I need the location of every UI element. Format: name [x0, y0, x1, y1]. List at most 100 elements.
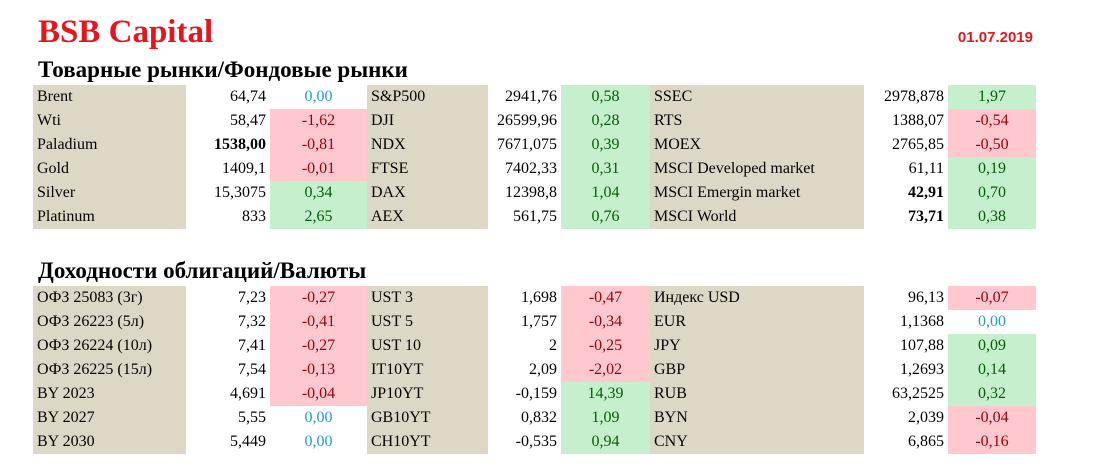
instrument-change: -0,34	[561, 310, 650, 334]
instrument-value: 1,698	[488, 286, 561, 310]
instrument-name: IT10YT	[367, 358, 488, 382]
instrument-name: JPY	[650, 334, 864, 358]
instrument-value: 1,757	[488, 310, 561, 334]
instrument-value: 1388,07	[864, 109, 948, 133]
instrument-name: Wti	[33, 109, 186, 133]
table-row: Wti 58,47 -1,62 DJI 26599,96 0,28 RTS 1388,07 -0…	[33, 109, 1036, 133]
instrument-name: Platinum	[33, 205, 186, 229]
instrument-value: 7671,075	[488, 133, 561, 157]
instrument-change: 0,19	[948, 157, 1036, 181]
instrument-name: ОФЗ 26223 (5л)	[33, 310, 186, 334]
instrument-change: 0,94	[561, 430, 650, 454]
instrument-change: 0,32	[948, 382, 1036, 406]
table-row: BY 2030 5,449 0,00 CH10YT -0,535 0,94 CNY 6,865…	[33, 430, 1036, 454]
instrument-value: 107,88	[864, 334, 948, 358]
instrument-change: 0,70	[948, 181, 1036, 205]
instrument-change: -2,02	[561, 358, 650, 382]
instrument-name: MOEX	[650, 133, 864, 157]
instrument-name: ОФЗ 26224 (10л)	[33, 334, 186, 358]
instrument-value: 7,23	[186, 286, 270, 310]
instrument-name: DAX	[367, 181, 488, 205]
instrument-change: 0,00	[270, 406, 367, 430]
instrument-name: CNY	[650, 430, 864, 454]
instrument-value: 2978,878	[864, 85, 948, 109]
instrument-name: SSEC	[650, 85, 864, 109]
instrument-value: 2765,85	[864, 133, 948, 157]
instrument-change: 2,65	[270, 205, 367, 229]
instrument-value: 1538,00	[186, 133, 270, 157]
instrument-change: 0,76	[561, 205, 650, 229]
instrument-change: 1,97	[948, 85, 1036, 109]
instrument-name: JP10YT	[367, 382, 488, 406]
instrument-value: 26599,96	[488, 109, 561, 133]
instrument-value: -0,159	[488, 382, 561, 406]
instrument-value: 1,1368	[864, 310, 948, 334]
instrument-value: 12398,8	[488, 181, 561, 205]
instrument-change: -0,50	[948, 133, 1036, 157]
instrument-name: GB10YT	[367, 406, 488, 430]
instrument-value: 5,55	[186, 406, 270, 430]
instrument-name: Silver	[33, 181, 186, 205]
instrument-value: 1,2693	[864, 358, 948, 382]
table-row: ОФЗ 25083 (3г) 7,23 -0,27 UST 3 1,698 -0,47 Ин…	[33, 286, 1036, 310]
table-row: BY 2023 4,691 -0,04 JP10YT -0,159 14,39 RUB 63,…	[33, 382, 1036, 406]
instrument-name: MSCI Emergin market	[650, 181, 864, 205]
instrument-value: 2,039	[864, 406, 948, 430]
instrument-name: BYN	[650, 406, 864, 430]
instrument-change: 0,14	[948, 358, 1036, 382]
instrument-value: 2941,76	[488, 85, 561, 109]
instrument-value: 73,71	[864, 205, 948, 229]
instrument-value: 4,691	[186, 382, 270, 406]
instrument-change: 0,34	[270, 181, 367, 205]
instrument-name: MSCI World	[650, 205, 864, 229]
instrument-change: -0,16	[948, 430, 1036, 454]
instrument-name: Paladium	[33, 133, 186, 157]
instrument-value: 6,865	[864, 430, 948, 454]
instrument-change: 1,09	[561, 406, 650, 430]
instrument-change: -1,62	[270, 109, 367, 133]
instrument-name: FTSE	[367, 157, 488, 181]
markets-table: Brent 64,74 0,00 S&P500 2941,76 0,58 SSEC 2978,…	[33, 85, 1036, 229]
instrument-change: 1,04	[561, 181, 650, 205]
instrument-value: 833	[186, 205, 270, 229]
instrument-change: -0,81	[270, 133, 367, 157]
instrument-change: -0,07	[948, 286, 1036, 310]
instrument-change: 0,31	[561, 157, 650, 181]
section-title-markets: Товарные рынки/Фондовые рынки	[38, 57, 408, 82]
instrument-name: UST 10	[367, 334, 488, 358]
table-row: Platinum 833 2,65 AEX 561,75 0,76 MSCI World 73…	[33, 205, 1036, 229]
instrument-value: 0,832	[488, 406, 561, 430]
instrument-name: EUR	[650, 310, 864, 334]
instrument-change: 0,58	[561, 85, 650, 109]
instrument-change: -0,41	[270, 310, 367, 334]
instrument-name: ОФЗ 26225 (15л)	[33, 358, 186, 382]
table-row: ОФЗ 26224 (10л) 7,41 -0,27 UST 10 2 -0,25 JPY 1…	[33, 334, 1036, 358]
instrument-change: -0,13	[270, 358, 367, 382]
instrument-value: 7,54	[186, 358, 270, 382]
table-row: ОФЗ 26223 (5л) 7,32 -0,41 UST 5 1,757 -0,34 EU…	[33, 310, 1036, 334]
instrument-value: -0,535	[488, 430, 561, 454]
instrument-change: -0,04	[270, 382, 367, 406]
instrument-change: 14,39	[561, 382, 650, 406]
instrument-name: S&P500	[367, 85, 488, 109]
instrument-change: -0,54	[948, 109, 1036, 133]
instrument-name: MSCI Developed market	[650, 157, 864, 181]
instrument-change: 0,28	[561, 109, 650, 133]
instrument-change: 0,39	[561, 133, 650, 157]
instrument-name: BY 2027	[33, 406, 186, 430]
instrument-value: 61,11	[864, 157, 948, 181]
instrument-name: Gold	[33, 157, 186, 181]
instrument-change: -0,25	[561, 334, 650, 358]
table-row: Silver 15,3075 0,34 DAX 12398,8 1,04 MSCI Emer…	[33, 181, 1036, 205]
instrument-name: NDX	[367, 133, 488, 157]
instrument-name: UST 5	[367, 310, 488, 334]
instrument-value: 2,09	[488, 358, 561, 382]
instrument-change: -0,27	[270, 334, 367, 358]
instrument-name: GBP	[650, 358, 864, 382]
instrument-name: CH10YT	[367, 430, 488, 454]
instrument-name: Brent	[33, 85, 186, 109]
instrument-value: 2	[488, 334, 561, 358]
instrument-value: 58,47	[186, 109, 270, 133]
instrument-change: 0,00	[270, 85, 367, 109]
instrument-value: 63,2525	[864, 382, 948, 406]
